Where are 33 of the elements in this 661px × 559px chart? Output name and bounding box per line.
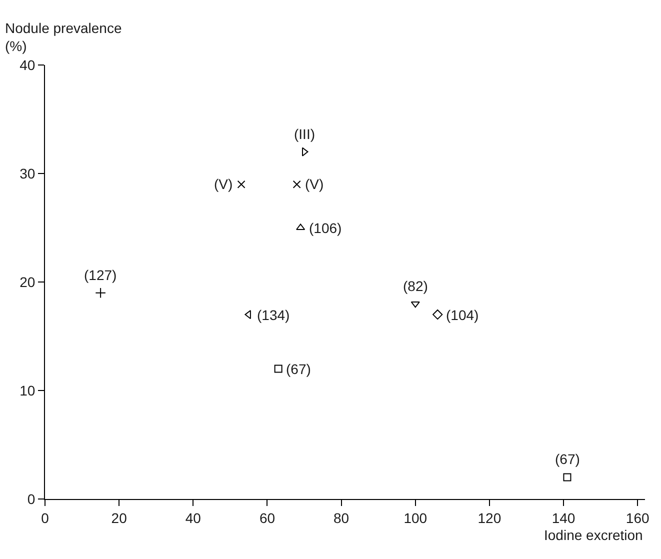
y-tick-label: 40 bbox=[20, 56, 36, 73]
annotation: (82) bbox=[403, 278, 428, 294]
x-tick-label: 80 bbox=[334, 510, 350, 526]
point bbox=[274, 364, 282, 373]
annotation: (127) bbox=[84, 267, 117, 283]
y-tick-label: 20 bbox=[20, 274, 36, 290]
y-tick-label: 30 bbox=[20, 165, 36, 182]
annotation: (III) bbox=[294, 126, 315, 142]
point bbox=[432, 310, 443, 320]
annotation: (106) bbox=[309, 220, 342, 236]
annotation: (67) bbox=[286, 361, 311, 377]
x-tick-label: 100 bbox=[404, 510, 428, 526]
x-tick-label: 120 bbox=[478, 510, 502, 526]
x-tick-label: 60 bbox=[259, 510, 276, 526]
y-tick-label: 0 bbox=[27, 490, 36, 507]
x-tick-label: 140 bbox=[552, 510, 576, 526]
point bbox=[95, 287, 106, 298]
point bbox=[410, 301, 420, 308]
annotation: (67) bbox=[555, 451, 580, 467]
point bbox=[292, 180, 301, 188]
x-tick-label: 40 bbox=[185, 510, 202, 526]
x-tick-label: 0 bbox=[41, 510, 50, 526]
annotation: (134) bbox=[257, 307, 290, 323]
y-tick-label: 10 bbox=[20, 382, 36, 398]
x-tick-label: 160 bbox=[626, 510, 650, 526]
point bbox=[563, 473, 572, 482]
annotation: (V) bbox=[214, 176, 233, 192]
y-axis-title: Nodule prevalence (%) bbox=[5, 20, 122, 54]
annotation: (V) bbox=[305, 176, 324, 192]
point bbox=[237, 180, 246, 188]
x-axis-title: Iodine excretion bbox=[544, 527, 643, 543]
annotation: (104) bbox=[446, 307, 479, 323]
x-tick-label: 20 bbox=[111, 510, 128, 526]
